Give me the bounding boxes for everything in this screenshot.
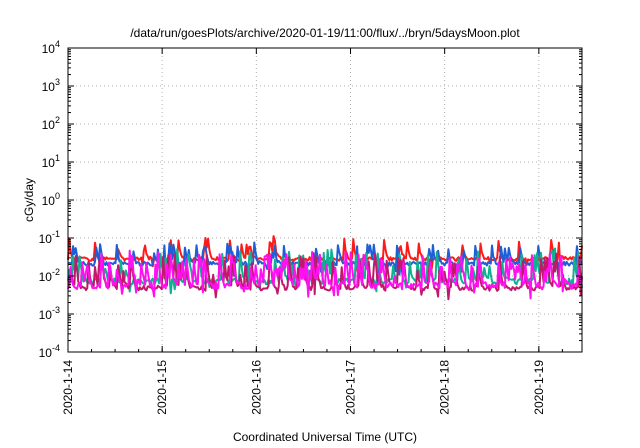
x-tick-label: 2020-1-19	[532, 360, 546, 415]
y-tick-label: 10-3	[39, 305, 60, 322]
y-tick-label: 102	[42, 115, 60, 132]
y-axis-label: cGy/day	[22, 178, 36, 222]
y-tick-label: 100	[42, 191, 60, 208]
y-tick-label: 10-4	[39, 343, 60, 360]
y-tick-label: 104	[42, 39, 60, 56]
x-tick-label: 2020-1-18	[438, 360, 452, 415]
x-tick-label: 2020-1-15	[155, 360, 169, 415]
x-tick-label: 2020-1-14	[61, 360, 75, 415]
y-axis-ticks: 10-4 10-3 10-2 10-1 100 101 102 103 104	[39, 39, 582, 360]
grid	[68, 48, 582, 352]
y-tick-label: 101	[42, 153, 60, 170]
y-tick-label: 10-2	[39, 267, 60, 284]
x-tick-label: 2020-1-16	[249, 360, 263, 415]
x-axis-label: Coordinated Universal Time (UTC)	[233, 430, 417, 444]
y-tick-label: 103	[42, 77, 60, 94]
y-tick-label: 10-1	[39, 229, 60, 246]
chart-title: /data/run/goesPlots/archive/2020-01-19/1…	[130, 26, 520, 40]
x-tick-label: 2020-1-17	[344, 360, 358, 415]
series-group	[67, 235, 583, 301]
series-line	[67, 249, 583, 300]
x-axis-ticks: 2020-1-14 2020-1-15 2020-1-16 2020-1-17 2020…	[61, 48, 563, 415]
